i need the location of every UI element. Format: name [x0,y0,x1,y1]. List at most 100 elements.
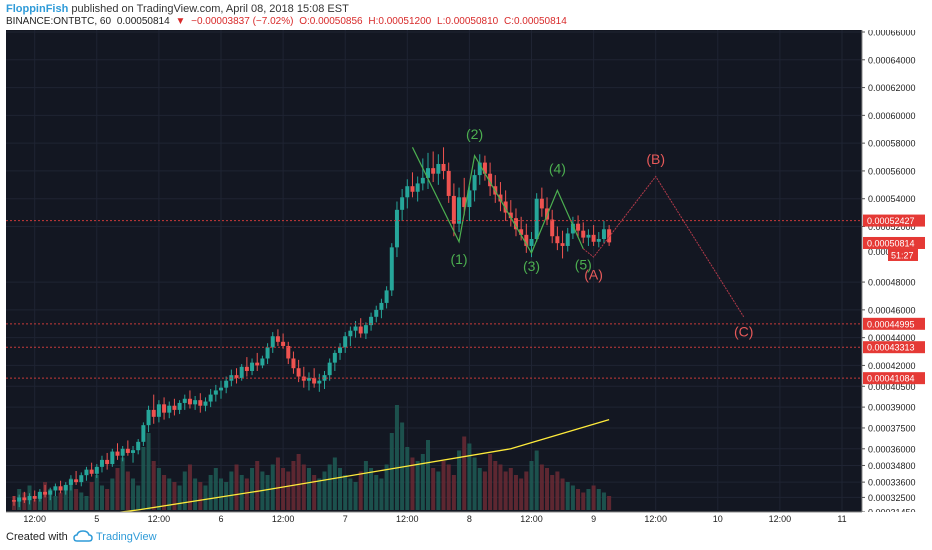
volume-bar [89,482,94,510]
price-marker-label: 0.00041084 [867,374,915,384]
volume-bar [576,489,581,510]
wave-label-red: (B) [646,151,665,167]
volume-bar [79,492,84,510]
candle-body [281,341,286,346]
candle-body [239,366,244,378]
candle-body [327,362,332,376]
volume-bar [327,464,332,510]
chart-area[interactable]: (1) (2) (3) (4) (5) (A) (B) (C) 0.00066000 0.0006… [6,28,926,526]
volume-bar [120,457,125,510]
volume-bar [167,478,172,510]
volume-bar [193,478,198,510]
candle-body [369,316,374,326]
volume-bar [332,457,337,510]
candle-body [17,497,22,502]
candle-body [457,197,462,224]
candle-body [348,330,353,337]
green-wave-line [411,147,584,255]
candle-body [426,168,430,178]
candle-body [37,491,42,499]
volume-bar [250,468,255,510]
candle-body [394,209,399,248]
wave-label-green: (1) [450,251,467,267]
candle-body [250,362,255,371]
wave-label-green: (2) [466,126,483,142]
volume-bar [550,475,555,510]
candle-body [607,229,612,243]
change-value: −0.00003837 (−7.02%) [191,16,294,27]
volume-bar [99,485,104,510]
volume-bar [115,468,120,510]
price-tick-label: 0.00056000 [868,166,916,176]
candle-body [234,375,239,378]
volume-bar [136,485,141,510]
volume-bar [545,468,550,510]
price-tick-label: 0.00033600 [868,478,916,488]
volume-bar [503,471,508,510]
candle-body [94,466,99,474]
wave-label-red: (C) [734,323,753,339]
time-tick-label: 12:00 [644,514,667,524]
volume-bar [53,496,58,510]
publish-line: FloppinFish published on TradingView.com… [6,3,349,15]
candle-body [596,239,601,242]
candle-body [270,336,275,348]
price-chart[interactable]: (1)(2)(3)(4)(5)(A)(B)(C)0.000660000.0006… [6,28,926,526]
tradingview-brand[interactable]: TradingView [96,531,157,543]
candle-body [529,239,534,246]
close-value: C:0.00050814 [503,16,567,27]
volume-bar [131,478,136,510]
volume-bar [275,457,280,510]
price-marker-badge [863,236,925,249]
candle-body [187,398,192,405]
volume-bar [156,468,161,510]
volume-bar [322,471,327,510]
candle-body [581,230,586,238]
candle-body [151,409,156,417]
price-tick-label: 0.00064000 [868,55,916,65]
candle-body [405,186,410,198]
volume-bar [529,461,534,510]
candle-body [462,197,467,208]
author-link[interactable]: FloppinFish [6,3,69,15]
candle-body [146,409,151,426]
price-tick-label: 0.00032500 [868,493,916,503]
candle-body [182,398,187,403]
price-marker-badge [863,341,925,354]
candle-body [260,358,265,366]
candle-body [467,190,472,208]
down-arrow-icon: ▼ [175,16,186,27]
volume-bar [348,478,353,510]
candle-body [379,302,384,310]
volume-bar [363,461,368,510]
volume-bar [146,433,151,510]
candle-body [58,486,63,491]
candle-body [32,496,37,499]
volume-bar [591,485,596,510]
candle-body [68,479,73,485]
volume-bar [162,475,167,510]
candle-body [524,234,529,246]
candle-body [99,459,104,467]
candle-body [591,234,596,242]
candle-body [244,366,249,371]
volume-bar [534,450,539,510]
low-value: L:0.00050810 [437,16,499,27]
volume-bar [265,475,270,510]
candle-body [110,451,115,465]
candle-body [219,387,223,391]
candle-body [306,377,311,381]
volume-bar [239,475,244,510]
volume-bar [441,461,446,510]
price-tick-label: 0.00039000 [868,403,916,413]
candle-body [156,404,161,417]
volume-bar [539,464,544,510]
volume-bar [420,454,425,510]
candle-body [400,197,405,210]
candle-body [338,347,343,353]
candle-body [167,405,172,413]
candle-body [84,469,89,476]
candle-body [224,380,229,388]
candle-body [586,234,591,238]
candle-body [472,175,477,191]
